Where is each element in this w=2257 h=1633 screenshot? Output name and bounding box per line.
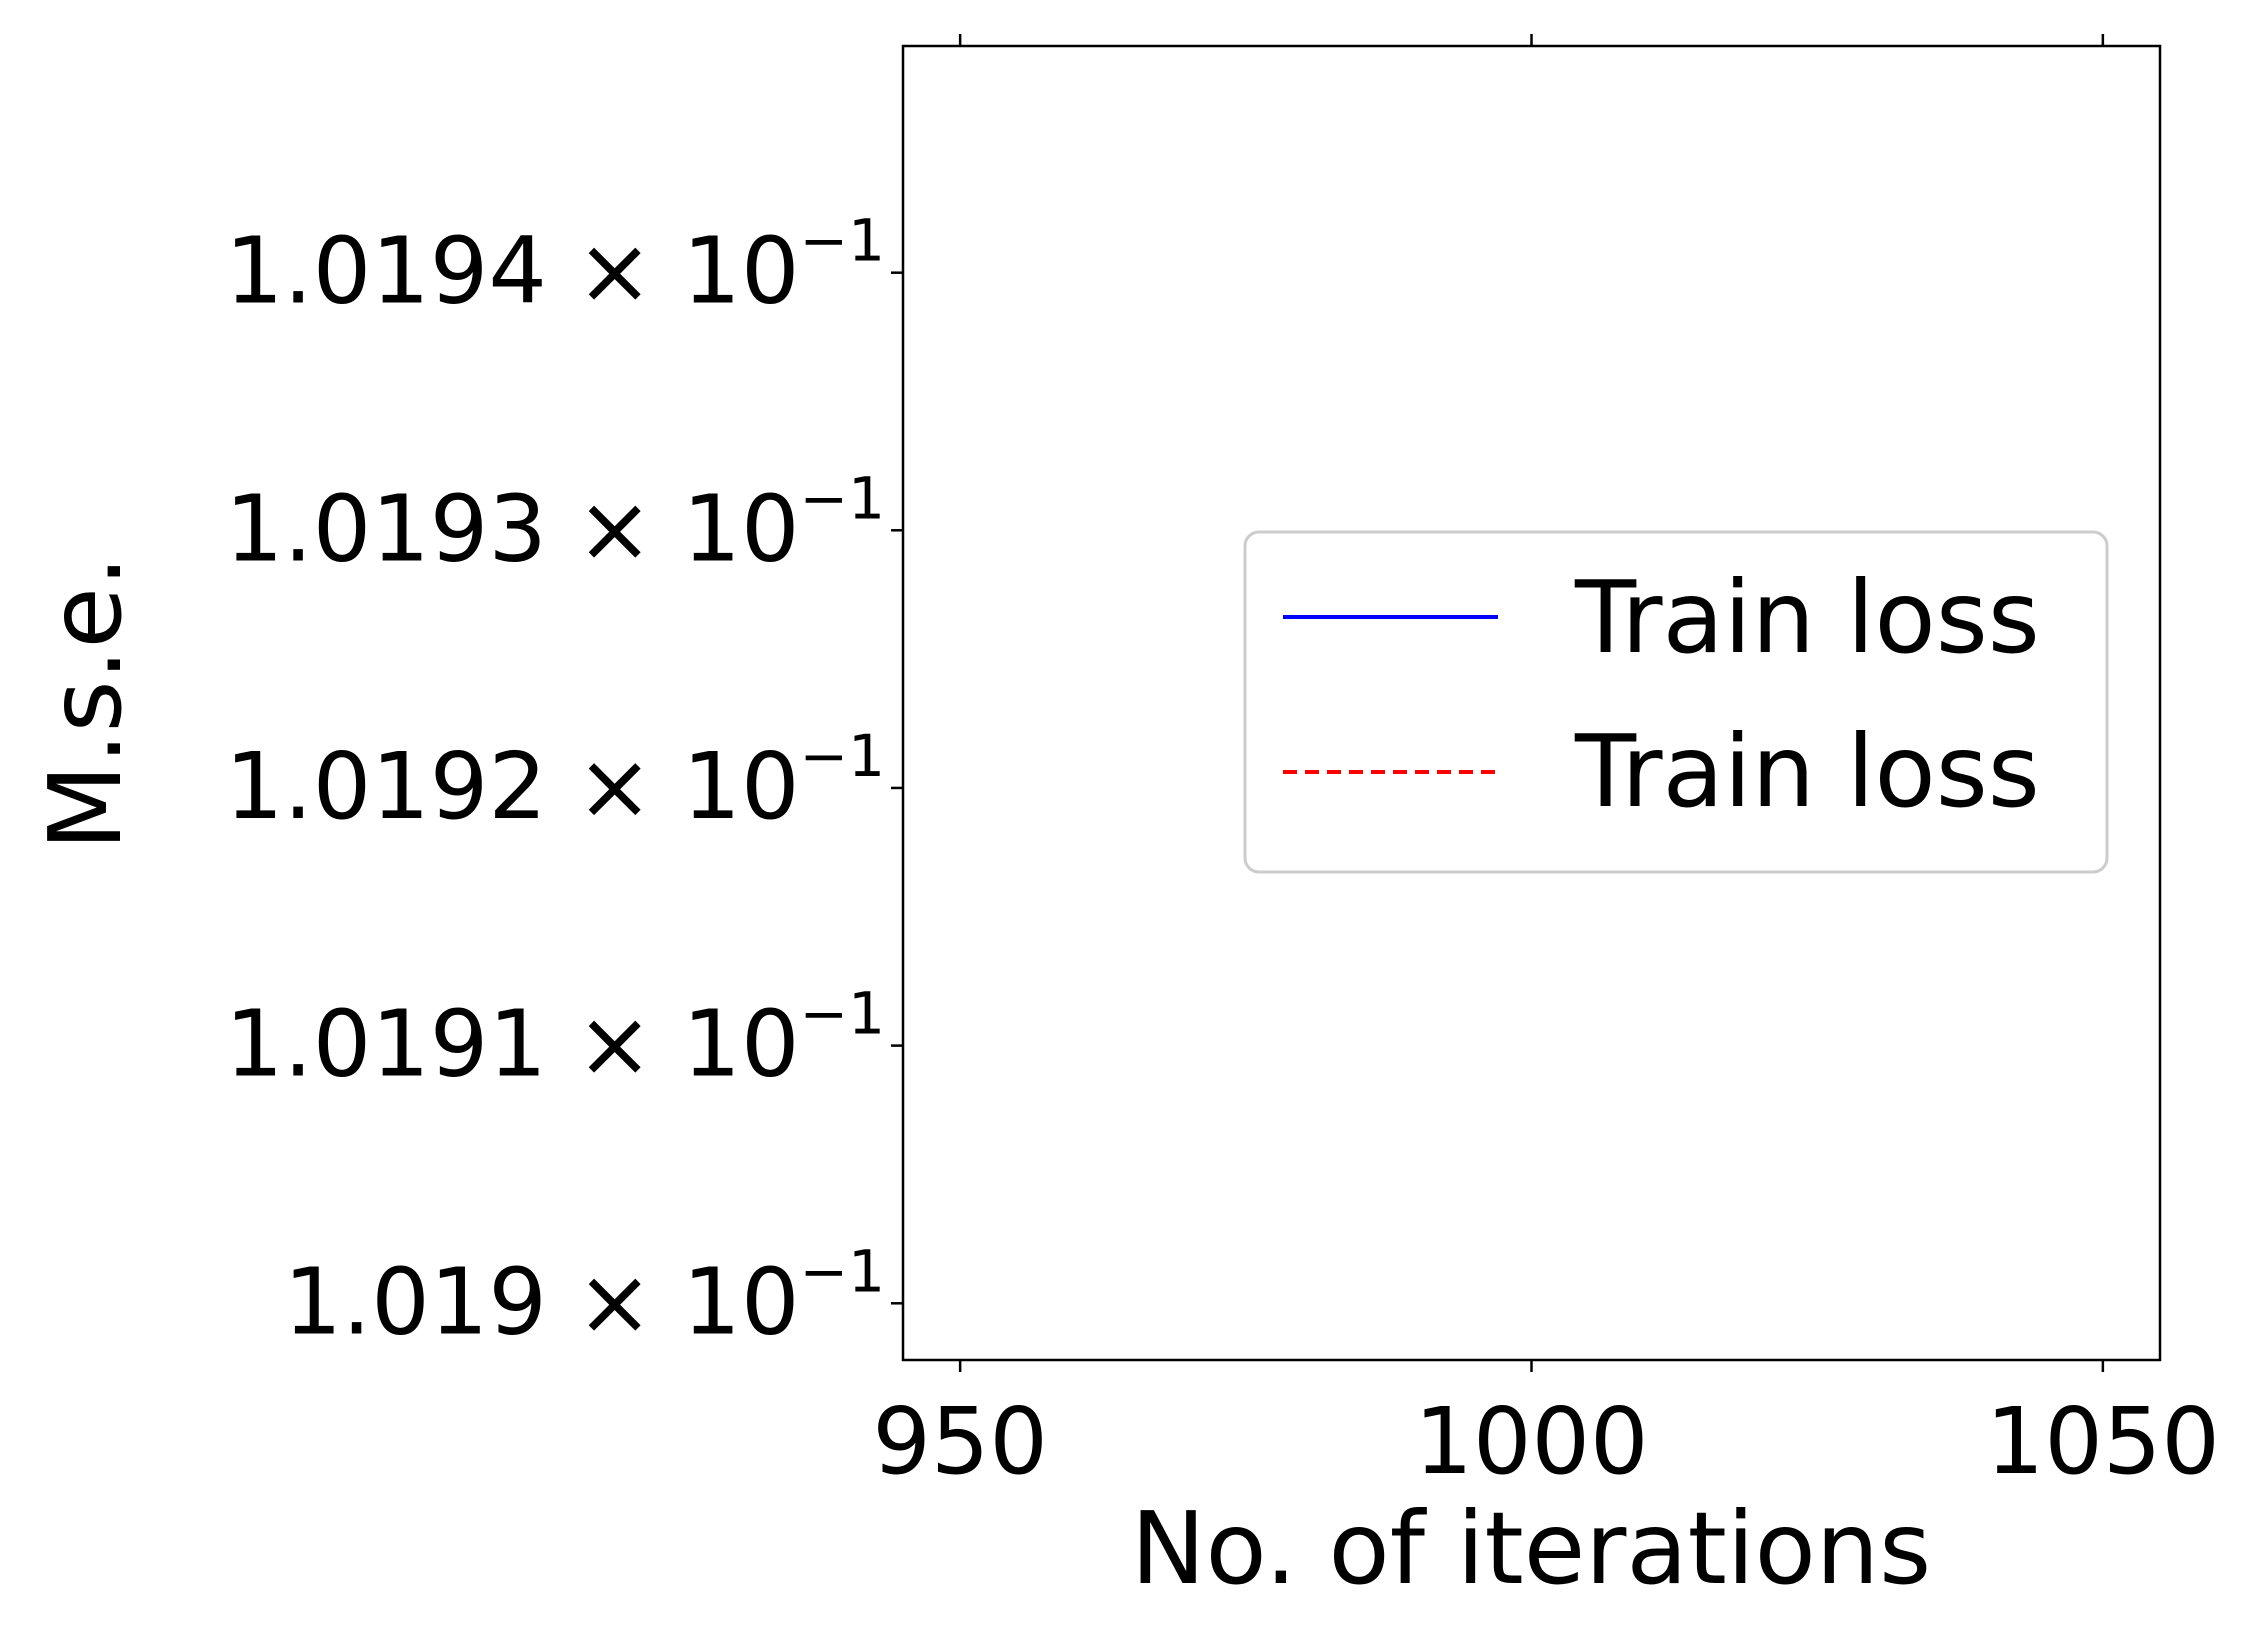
x-tick-label: 1050 xyxy=(1986,1388,2220,1495)
y-tick-label: 1.019 × 10−1 xyxy=(283,1237,885,1355)
y-tick-label: 1.0191 × 10−1 xyxy=(225,980,885,1098)
legend: Train loss Train loss xyxy=(1243,530,2109,874)
x-tick-label: 1000 xyxy=(1414,1388,1648,1495)
x-tick-label: 950 xyxy=(872,1388,1048,1495)
y-tick-label: 1.0194 × 10−1 xyxy=(225,207,885,325)
y-axis-label: M.s.e. xyxy=(27,555,144,850)
legend-label: Train loss xyxy=(1574,559,2040,676)
y-tick-label: 1.0193 × 10−1 xyxy=(225,464,885,582)
legend-label: Train loss xyxy=(1574,713,2040,830)
y-axis-ticks: 1.0194 × 10−1 1.0193 × 10−1 1.0192 × 10−1 1… xyxy=(225,207,903,1355)
x-axis-ticks: 950 1000 1050 xyxy=(872,34,2220,1495)
x-axis-label: No. of iterations xyxy=(1131,1490,1932,1607)
y-tick-label: 1.0192 × 10−1 xyxy=(225,722,885,840)
